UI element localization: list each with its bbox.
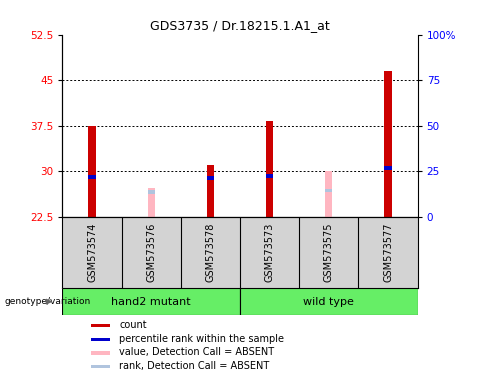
Bar bbox=[240, 288, 418, 315]
Bar bbox=[88, 175, 96, 179]
Title: GDS3735 / Dr.18215.1.A1_at: GDS3735 / Dr.18215.1.A1_at bbox=[150, 19, 330, 32]
Bar bbox=[325, 189, 332, 192]
Text: wild type: wild type bbox=[303, 297, 354, 307]
Bar bbox=[62, 288, 240, 315]
Bar bbox=[148, 190, 155, 194]
Text: value, Detection Call = ABSENT: value, Detection Call = ABSENT bbox=[119, 348, 275, 358]
Bar bbox=[266, 121, 273, 217]
Bar bbox=[207, 177, 214, 180]
Text: GSM573578: GSM573578 bbox=[205, 222, 216, 281]
Text: GSM573577: GSM573577 bbox=[383, 222, 393, 282]
Bar bbox=[88, 126, 96, 217]
Text: GSM573576: GSM573576 bbox=[146, 222, 156, 281]
Text: count: count bbox=[119, 320, 147, 330]
Text: genotype/variation: genotype/variation bbox=[5, 297, 91, 306]
Text: GSM573575: GSM573575 bbox=[324, 222, 334, 282]
Text: GSM573573: GSM573573 bbox=[264, 222, 275, 281]
Text: rank, Detection Call = ABSENT: rank, Detection Call = ABSENT bbox=[119, 361, 269, 371]
Bar bbox=[266, 174, 273, 178]
Text: GSM573574: GSM573574 bbox=[87, 222, 97, 281]
Bar bbox=[91, 338, 110, 341]
Text: hand2 mutant: hand2 mutant bbox=[111, 297, 191, 307]
Bar bbox=[384, 166, 392, 170]
Bar bbox=[91, 351, 110, 354]
Bar bbox=[91, 324, 110, 327]
Bar bbox=[325, 171, 332, 217]
Bar bbox=[207, 165, 214, 217]
Bar bbox=[148, 188, 155, 217]
Text: percentile rank within the sample: percentile rank within the sample bbox=[119, 334, 284, 344]
Bar bbox=[384, 71, 392, 217]
Bar bbox=[91, 365, 110, 368]
